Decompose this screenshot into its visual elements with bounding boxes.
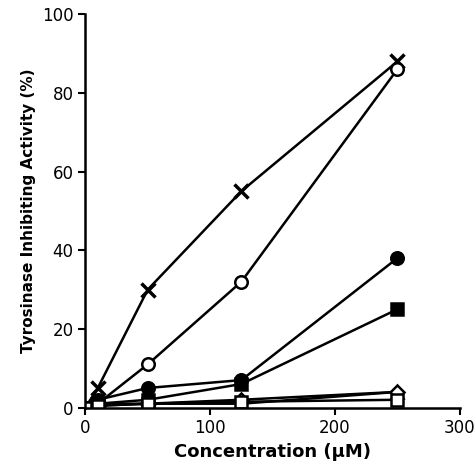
- Y-axis label: Tyrosinase Inhibiting Activity (%): Tyrosinase Inhibiting Activity (%): [21, 69, 36, 353]
- X-axis label: Concentration (μM): Concentration (μM): [174, 443, 371, 461]
